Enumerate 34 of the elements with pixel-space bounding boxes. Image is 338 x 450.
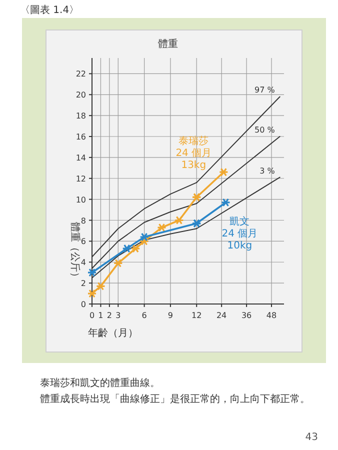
- y-tick-label: 8: [80, 216, 86, 226]
- y-axis-title: 體重（公斤）: [69, 222, 81, 282]
- text: 〈圖表 1.4〉: [20, 4, 80, 16]
- y-tick-label: 4: [80, 258, 86, 268]
- x-tick-label: 48: [266, 311, 277, 320]
- x-tick-label: 9: [168, 311, 173, 320]
- x-tick-label: 0: [89, 311, 95, 320]
- y-tick-label: 14: [76, 153, 86, 162]
- series-label: 泰瑞莎 24 個月 13kg: [176, 135, 212, 172]
- x-tick-label: 3: [116, 311, 121, 320]
- x-axis-title: 年齡（月）: [88, 327, 138, 339]
- chart-title: 體重: [158, 38, 178, 50]
- text: 43: [305, 432, 318, 443]
- text: 泰瑞莎和凱文的體重曲線。: [40, 377, 160, 389]
- y-tick-label: 6: [80, 237, 86, 246]
- y-tick-label: 20: [76, 90, 86, 100]
- x-tick-label: 6: [142, 311, 147, 320]
- x-tick-label: 36: [241, 311, 252, 320]
- y-tick-label: 2: [80, 279, 86, 288]
- y-tick-label: 18: [76, 112, 86, 121]
- y-tick-label: 22: [76, 70, 86, 79]
- series-label: 3 %: [260, 166, 276, 176]
- x-tick-label: 24: [216, 311, 227, 320]
- x-tick-label: 2: [106, 311, 112, 320]
- series-label: 50 %: [254, 126, 276, 135]
- y-tick-label: 16: [76, 132, 86, 142]
- y-tick-label: 0: [80, 300, 86, 309]
- x-tick-label: 12: [192, 311, 202, 320]
- text: 體重成長時出現「曲線修正」是很正常的，向上向下都正常。: [40, 393, 310, 405]
- series-label: 凱文 24 個月 10kg: [222, 215, 258, 252]
- x-tick-label: 1: [98, 311, 104, 320]
- y-tick-label: 12: [76, 174, 86, 184]
- series-label: 97 %: [254, 86, 276, 95]
- y-tick-label: 10: [76, 195, 86, 204]
